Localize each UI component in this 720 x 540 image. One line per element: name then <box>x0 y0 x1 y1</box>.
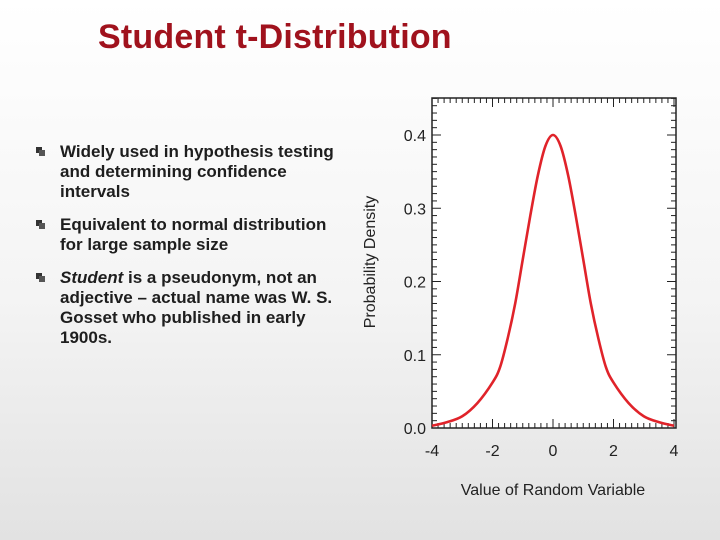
bullet-item: Student is a pseudonym, not an adjective… <box>36 268 336 348</box>
x-tick-label: 2 <box>609 443 618 460</box>
x-tick-label: 4 <box>670 443 679 460</box>
plot-frame <box>431 97 677 429</box>
square-bullet-icon <box>36 220 45 229</box>
x-axis-label: Value of Random Variable <box>461 482 646 499</box>
y-tick-label: 0.3 <box>404 201 426 218</box>
y-tick-label: 0.2 <box>404 275 426 292</box>
bullet-text: Widely used in hypothesis testing and de… <box>60 142 334 201</box>
bullet-item: Equivalent to normal distribution for la… <box>36 215 336 255</box>
bullet-item: Widely used in hypothesis testing and de… <box>36 142 336 202</box>
y-tick-label: 0.4 <box>404 128 426 145</box>
bullet-lead-italic: Student <box>60 268 124 287</box>
x-tick-label: -2 <box>485 443 499 460</box>
x-tick-label: -4 <box>425 443 439 460</box>
bullet-text: Equivalent to normal distribution for la… <box>60 215 327 254</box>
bullet-text: is a pseudonym, not an adjective – actua… <box>60 268 333 347</box>
series-line-0 <box>431 133 675 428</box>
bullet-list: Widely used in hypothesis testing and de… <box>36 142 336 361</box>
slide-title: Student t-Distribution <box>98 18 452 56</box>
square-bullet-icon <box>36 273 45 282</box>
y-tick-label: 0.1 <box>404 348 426 365</box>
y-tick-label: 0.0 <box>404 421 426 438</box>
y-axis-label: Probability Density <box>362 196 379 329</box>
square-bullet-icon <box>36 147 45 156</box>
x-tick-label: 0 <box>549 443 558 460</box>
